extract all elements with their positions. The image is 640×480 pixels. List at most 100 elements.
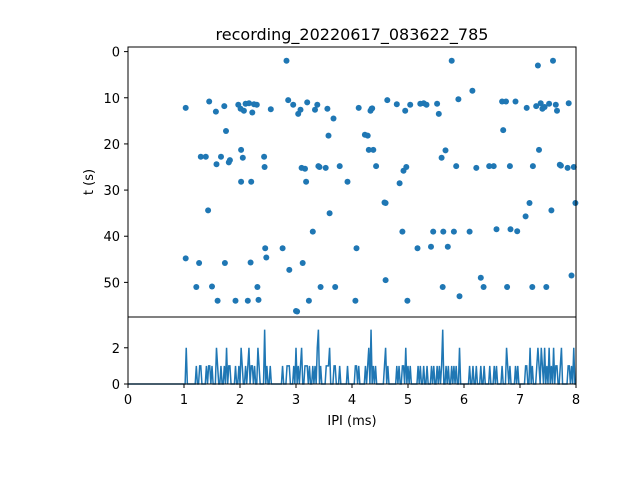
raster-point xyxy=(500,127,507,134)
raster-point xyxy=(384,97,391,104)
raster-point xyxy=(434,100,441,107)
raster-y-tick-label: 0 xyxy=(112,46,120,61)
raster-point xyxy=(536,146,542,153)
raster-point xyxy=(512,98,519,105)
raster-point xyxy=(209,283,215,290)
raster-point xyxy=(440,228,447,235)
histogram-x-tick-label: 4 xyxy=(348,393,356,408)
raster-panel: 0 10 20 30 40 50 t (s) xyxy=(82,46,579,318)
raster-point xyxy=(299,260,306,266)
chart-title: recording_20220617_083622_785 xyxy=(216,25,489,45)
raster-point xyxy=(283,57,290,64)
histogram-x-tick-label: 8 xyxy=(572,393,580,408)
histogram-x-tick-label: 3 xyxy=(292,393,300,408)
raster-point xyxy=(240,107,247,114)
raster-point xyxy=(565,100,572,107)
raster-point xyxy=(290,101,297,108)
raster-point xyxy=(453,163,460,170)
raster-point xyxy=(218,153,224,160)
raster-point xyxy=(430,228,437,235)
raster-point xyxy=(450,228,457,235)
raster-point xyxy=(382,200,389,206)
raster-point xyxy=(213,161,220,168)
raster-point xyxy=(344,178,351,185)
raster-point xyxy=(557,162,564,169)
raster-point xyxy=(444,243,451,250)
raster-point xyxy=(202,153,209,160)
raster-point xyxy=(196,260,203,266)
histogram-y-tick-label: 2 xyxy=(112,342,120,357)
raster-point xyxy=(248,178,255,185)
raster-point xyxy=(396,180,403,187)
raster-point xyxy=(255,296,262,303)
raster-point xyxy=(286,266,293,273)
raster-point xyxy=(552,101,559,108)
raster-point xyxy=(317,284,324,290)
raster-y-axis-label: t (s) xyxy=(82,169,97,195)
raster-point xyxy=(246,100,252,107)
raster-point xyxy=(239,154,246,161)
raster-point xyxy=(503,98,509,105)
raster-y-tick-label: 10 xyxy=(103,92,120,107)
raster-point xyxy=(466,228,473,235)
raster-point xyxy=(221,103,228,110)
histogram-x-tick-label: 6 xyxy=(460,393,468,408)
raster-point xyxy=(402,107,409,114)
raster-point xyxy=(302,165,308,172)
raster-point xyxy=(238,146,245,153)
raster-point xyxy=(439,284,446,290)
raster-point xyxy=(336,163,343,170)
raster-point xyxy=(554,107,560,114)
raster-point xyxy=(325,132,332,139)
histogram-x-tick-label: 1 xyxy=(180,393,188,408)
raster-point xyxy=(514,228,521,235)
raster-point xyxy=(352,297,359,304)
raster-y-tick-label: 50 xyxy=(103,276,120,291)
raster-point xyxy=(541,104,548,110)
raster-point xyxy=(570,164,577,170)
raster-point xyxy=(414,245,421,252)
histogram-x-axis-label: IPI (ms) xyxy=(327,414,376,429)
raster-point xyxy=(303,178,310,185)
raster-point xyxy=(261,164,268,170)
raster-point xyxy=(477,274,484,281)
raster-point xyxy=(206,98,213,105)
raster-point xyxy=(393,101,400,108)
raster-point xyxy=(369,105,376,112)
raster-point xyxy=(504,284,511,290)
raster-point xyxy=(448,57,455,64)
raster-point xyxy=(279,245,286,252)
raster-point xyxy=(205,207,212,214)
raster-point xyxy=(373,163,380,170)
raster-point xyxy=(529,163,536,170)
raster-point xyxy=(214,297,221,304)
raster-point xyxy=(435,110,442,117)
raster-point xyxy=(244,297,251,304)
raster-point xyxy=(254,284,261,290)
raster-point xyxy=(324,105,331,112)
histogram-x-tick-label: 2 xyxy=(236,393,244,408)
histogram-x-ticks: 0 1 2 3 4 5 6 7 8 xyxy=(124,384,580,408)
raster-y-tick-label: 40 xyxy=(103,230,120,245)
raster-point xyxy=(253,101,260,108)
raster-point xyxy=(534,62,541,69)
raster-point xyxy=(232,297,239,304)
raster-point xyxy=(285,97,292,104)
raster-point xyxy=(262,245,269,252)
raster-point xyxy=(428,243,434,250)
raster-point xyxy=(330,115,337,122)
raster-point xyxy=(267,106,274,113)
raster-point xyxy=(486,163,493,170)
raster-point xyxy=(548,207,555,214)
raster-point xyxy=(182,104,189,111)
raster-point xyxy=(455,96,462,103)
raster-point xyxy=(212,108,219,115)
raster-point xyxy=(182,255,189,262)
histogram-x-tick-label: 7 xyxy=(516,393,524,408)
raster-point xyxy=(572,200,579,206)
raster-point xyxy=(399,228,406,235)
raster-point xyxy=(490,163,497,170)
raster-point xyxy=(353,245,360,252)
